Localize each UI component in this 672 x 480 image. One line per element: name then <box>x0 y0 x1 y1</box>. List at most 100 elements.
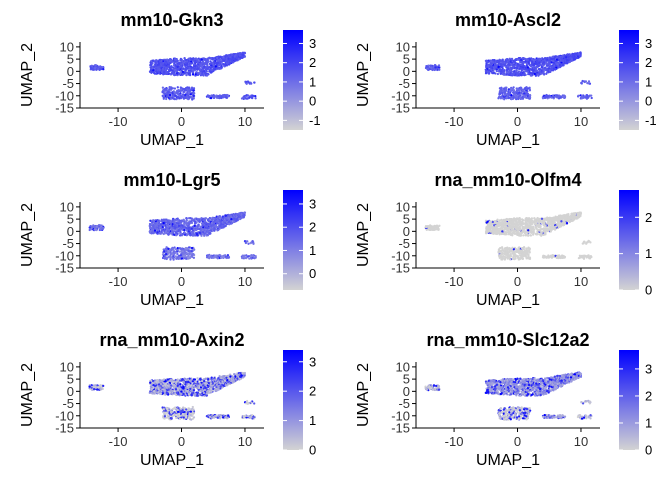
data-point <box>519 91 522 94</box>
data-point <box>236 53 239 56</box>
data-point <box>571 53 575 56</box>
data-point <box>201 230 205 234</box>
data-point <box>539 72 542 76</box>
points-layer <box>424 51 593 101</box>
data-point <box>235 56 239 60</box>
data-point <box>518 88 521 92</box>
data-point <box>155 59 159 62</box>
data-point <box>557 66 560 69</box>
data-point <box>218 67 222 70</box>
data-point <box>182 90 185 94</box>
y-tick-label: -15 <box>391 101 410 116</box>
data-point <box>167 90 170 94</box>
data-point <box>519 60 523 64</box>
data-point <box>501 61 504 64</box>
colorbar-tick-label: 0 <box>309 266 316 281</box>
data-point <box>513 64 516 68</box>
data-point <box>97 68 100 71</box>
data-point <box>156 231 159 234</box>
data-point <box>99 67 102 71</box>
data-point <box>186 255 190 258</box>
data-point <box>169 69 172 72</box>
data-point <box>195 71 198 74</box>
data-point <box>429 64 432 67</box>
data-point <box>183 71 186 75</box>
data-point <box>178 247 181 250</box>
data-point <box>206 218 210 222</box>
data-point <box>526 87 530 90</box>
data-point <box>501 92 504 95</box>
points-layer <box>424 211 593 261</box>
data-point <box>200 222 204 225</box>
data-point <box>496 72 500 76</box>
data-point <box>173 61 176 64</box>
data-point <box>525 64 529 67</box>
x-tick-label: -10 <box>109 274 128 289</box>
data-point <box>245 240 248 243</box>
data-point <box>187 246 191 249</box>
data-point <box>174 248 178 251</box>
data-point <box>162 222 165 225</box>
data-point <box>167 72 171 75</box>
x-axis-label: UMAP_1 <box>140 292 204 309</box>
data-point <box>171 92 174 95</box>
data-point <box>218 254 221 257</box>
data-point <box>247 81 250 84</box>
data-point <box>169 96 172 99</box>
colorbar-tick-label: 3 <box>309 196 316 211</box>
data-point <box>487 64 490 68</box>
data-point <box>508 67 512 71</box>
data-point <box>187 230 190 233</box>
data-point <box>230 61 234 64</box>
data-point <box>166 63 169 66</box>
data-point <box>218 217 222 220</box>
data-point <box>542 72 546 75</box>
data-point <box>437 64 441 67</box>
data-point <box>197 63 200 66</box>
data-point <box>177 222 180 225</box>
data-point <box>163 257 167 260</box>
data-point <box>197 57 200 60</box>
data-point <box>225 59 228 62</box>
data-point <box>183 57 186 60</box>
data-point <box>205 234 208 237</box>
data-point <box>179 59 182 62</box>
data-point <box>216 257 219 260</box>
data-point <box>219 61 222 64</box>
data-point <box>251 254 255 258</box>
data-point <box>228 222 231 225</box>
data-point <box>584 96 587 99</box>
data-point <box>196 227 200 230</box>
data-point <box>163 61 166 64</box>
data-point <box>188 66 191 70</box>
data-point <box>200 234 203 237</box>
data-point <box>169 222 173 226</box>
data-point <box>232 53 235 56</box>
data-point <box>554 67 557 71</box>
data-point <box>171 219 174 222</box>
data-point <box>177 257 180 260</box>
data-point <box>511 67 514 70</box>
data-point <box>579 55 582 58</box>
data-point <box>521 95 524 99</box>
data-point <box>153 229 157 232</box>
data-point <box>191 73 195 76</box>
data-point <box>204 228 207 231</box>
data-point <box>196 219 199 222</box>
data-point <box>490 62 493 65</box>
data-point <box>221 63 224 66</box>
data-point <box>149 66 152 69</box>
data-point <box>207 223 210 227</box>
data-point <box>155 226 158 229</box>
colorbar-tick-label: 2 <box>309 55 316 70</box>
data-point <box>158 72 161 75</box>
data-point <box>510 97 513 101</box>
data-point <box>193 58 196 61</box>
data-point <box>189 217 192 220</box>
data-point <box>215 94 218 97</box>
data-point <box>520 63 524 66</box>
data-point <box>167 229 171 232</box>
data-point <box>241 53 245 56</box>
data-point <box>235 218 239 221</box>
data-point <box>541 97 545 100</box>
